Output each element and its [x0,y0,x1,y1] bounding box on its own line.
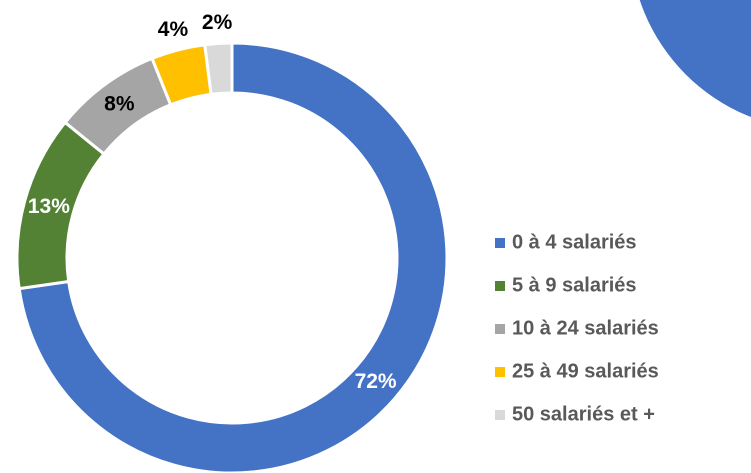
data-label: 8% [104,93,135,116]
donut: 72% 13% 8% 4% 2% [15,11,449,473]
legend-swatch [495,324,505,334]
legend-swatch [495,238,505,248]
decor-circle [639,0,751,118]
data-label: 72% [355,370,397,393]
data-label: 2% [202,11,233,34]
legend-swatch [495,281,505,291]
legend: 0 à 4 salariés 5 à 9 salariés 10 à 24 sala… [495,231,659,425]
legend-label: 50 salariés et + [512,403,655,425]
data-label: 13% [28,195,70,218]
slice [17,41,449,473]
legend-swatch [495,367,505,377]
legend-swatch [495,410,505,420]
legend-label: 10 à 24 salariés [512,317,659,339]
slice [203,41,234,97]
legend-label: 25 à 49 salariés [512,360,659,382]
data-label: 4% [158,18,189,41]
legend-label: 0 à 4 salariés [512,231,637,253]
legend-label: 5 à 9 salariés [512,274,637,296]
